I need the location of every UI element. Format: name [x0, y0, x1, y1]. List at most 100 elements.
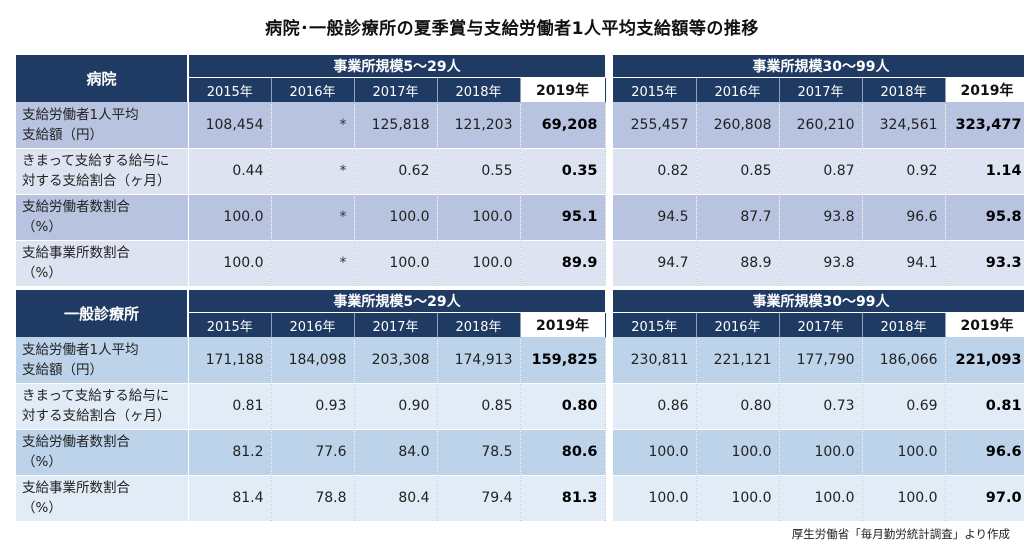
value-cell: * — [271, 240, 355, 287]
value-cell: * — [271, 148, 355, 195]
page-title: 病院･一般診療所の夏季賞与支給労働者1人平均支給額等の推移 — [265, 19, 759, 39]
year-header: 2017年 — [354, 312, 438, 337]
table-row: 支給労働者数割合 （%） 81.2 77.6 84.0 78.5 80.6 100.0 100.… — [16, 429, 1024, 476]
value-cell: 121,203 — [437, 102, 521, 149]
hospital-table: 病院 事業所規模5～29人 事業所規模30～99人 2015年 2016年 20… — [16, 55, 1024, 287]
value-cell: 100.0 — [354, 194, 438, 241]
value-cell: 100.0 — [862, 475, 946, 522]
value-cell: 84.0 — [354, 429, 438, 476]
value-cell-latest: 221,093 — [945, 337, 1024, 384]
value-cell: 100.0 — [437, 240, 521, 287]
value-cell: 80.4 — [354, 475, 438, 522]
value-cell: 184,098 — [271, 337, 355, 384]
value-cell: 78.8 — [271, 475, 355, 522]
value-cell: 324,561 — [862, 102, 946, 149]
value-cell: 100.0 — [437, 194, 521, 241]
year-header: 2016年 — [271, 312, 355, 337]
value-cell: 100.0 — [188, 240, 272, 287]
value-cell-latest: 323,477 — [945, 102, 1024, 149]
value-cell: 100.0 — [862, 429, 946, 476]
table-row: 支給事業所数割合 （%） 100.0 * 100.0 100.0 89.9 94.7 88.9 9… — [16, 240, 1024, 287]
value-cell-latest: 1.14 — [945, 148, 1024, 195]
row-label: 支給労働者1人平均 支給額（円） — [16, 337, 189, 384]
value-cell-latest: 0.35 — [520, 148, 606, 195]
value-cell: 0.85 — [437, 383, 521, 430]
value-cell-latest: 89.9 — [520, 240, 606, 287]
year-header-latest: 2019年 — [520, 312, 606, 337]
value-cell: 0.62 — [354, 148, 438, 195]
value-cell: 100.0 — [779, 475, 863, 522]
table-row: 支給労働者数割合 （%） 100.0 * 100.0 100.0 95.1 94.5 87.7 9… — [16, 194, 1024, 241]
source-note: 厚生労働省「毎月勤労統計調査」より作成 — [791, 527, 1010, 541]
clinic-table: 一般診療所 事業所規模5～29人 事業所規模30～99人 2015年 2016年… — [16, 290, 1024, 522]
value-cell: 94.1 — [862, 240, 946, 287]
year-header: 2015年 — [188, 77, 272, 102]
row-label: きまって支給する給与に 対する支給割合（ヶ月） — [16, 148, 189, 195]
value-cell: 186,066 — [862, 337, 946, 384]
year-header-latest: 2019年 — [945, 312, 1024, 337]
category-header: 一般診療所 — [16, 290, 189, 337]
table-row: きまって支給する給与に 対する支給割合（ヶ月） 0.81 0.93 0.90 0.85 0.… — [16, 383, 1024, 430]
value-cell: 78.5 — [437, 429, 521, 476]
table-row: 支給労働者1人平均 支給額（円） 108,454 * 125,818 121,203 69,… — [16, 102, 1024, 149]
value-cell: 0.81 — [188, 383, 272, 430]
year-header: 2016年 — [696, 77, 780, 102]
group-header-small: 事業所規模5～29人 — [188, 55, 606, 78]
year-header: 2015年 — [613, 77, 697, 102]
value-cell: 100.0 — [696, 429, 780, 476]
value-cell: 260,210 — [779, 102, 863, 149]
value-cell: 108,454 — [188, 102, 272, 149]
year-header: 2015年 — [613, 312, 697, 337]
group-header-small: 事業所規模5～29人 — [188, 290, 606, 313]
year-header: 2016年 — [696, 312, 780, 337]
value-cell: 174,913 — [437, 337, 521, 384]
value-cell-latest: 159,825 — [520, 337, 606, 384]
value-cell-latest: 0.81 — [945, 383, 1024, 430]
year-header: 2018年 — [437, 77, 521, 102]
year-header: 2018年 — [862, 77, 946, 102]
value-cell: 100.0 — [354, 240, 438, 287]
value-cell-latest: 97.0 — [945, 475, 1024, 522]
value-cell: 0.90 — [354, 383, 438, 430]
value-cell: 0.93 — [271, 383, 355, 430]
category-header: 病院 — [16, 55, 189, 102]
value-cell: 100.0 — [188, 194, 272, 241]
value-cell-latest: 81.3 — [520, 475, 606, 522]
value-cell: 100.0 — [696, 475, 780, 522]
group-header-large: 事業所規模30～99人 — [613, 55, 1024, 78]
row-label: 支給労働者1人平均 支給額（円） — [16, 102, 189, 149]
year-header-latest: 2019年 — [520, 77, 606, 102]
value-cell: 88.9 — [696, 240, 780, 287]
row-label: 支給労働者数割合 （%） — [16, 194, 189, 241]
value-cell-latest: 95.8 — [945, 194, 1024, 241]
value-cell-latest: 96.6 — [945, 429, 1024, 476]
value-cell: 79.4 — [437, 475, 521, 522]
value-cell: 171,188 — [188, 337, 272, 384]
year-header-latest: 2019年 — [945, 77, 1024, 102]
value-cell: 0.82 — [613, 148, 697, 195]
value-cell: 0.73 — [779, 383, 863, 430]
value-cell: 0.85 — [696, 148, 780, 195]
table-row: 支給労働者1人平均 支給額（円） 171,188 184,098 203,308 174,… — [16, 337, 1024, 384]
value-cell: 0.92 — [862, 148, 946, 195]
year-header: 2017年 — [354, 77, 438, 102]
value-cell-latest: 95.1 — [520, 194, 606, 241]
value-cell: 93.8 — [779, 194, 863, 241]
table-row: きまって支給する給与に 対する支給割合（ヶ月） 0.44 * 0.62 0.55 0.35 0… — [16, 148, 1024, 195]
value-cell: 0.55 — [437, 148, 521, 195]
value-cell: 87.7 — [696, 194, 780, 241]
value-cell: 221,121 — [696, 337, 780, 384]
value-cell: 81.4 — [188, 475, 272, 522]
value-cell: 100.0 — [779, 429, 863, 476]
value-cell: 100.0 — [613, 475, 697, 522]
year-header: 2016年 — [271, 77, 355, 102]
row-label: 支給事業所数割合 （%） — [16, 475, 189, 522]
group-header-large: 事業所規模30～99人 — [613, 290, 1024, 313]
value-cell: * — [271, 194, 355, 241]
value-cell: 77.6 — [271, 429, 355, 476]
table-row: 支給事業所数割合 （%） 81.4 78.8 80.4 79.4 81.3 100.0 100.… — [16, 475, 1024, 522]
value-cell: 177,790 — [779, 337, 863, 384]
value-cell: 203,308 — [354, 337, 438, 384]
value-cell: 81.2 — [188, 429, 272, 476]
value-cell: 94.5 — [613, 194, 697, 241]
